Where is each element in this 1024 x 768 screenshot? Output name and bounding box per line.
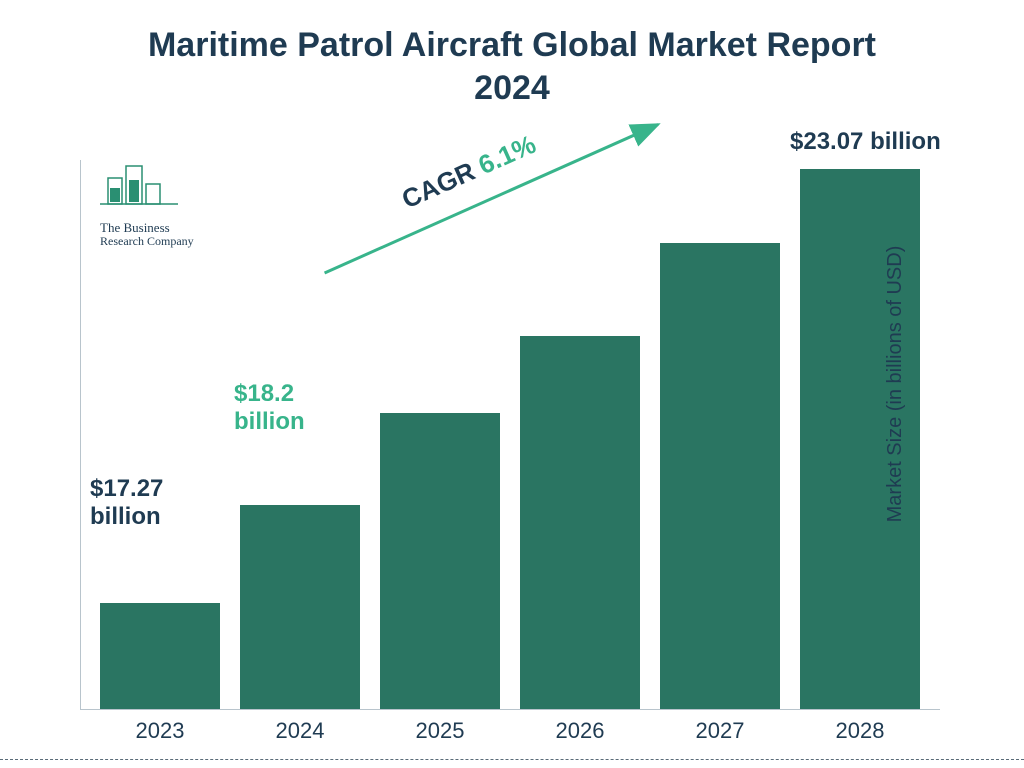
x-label-0: 2023 [100,718,220,744]
bottom-border [0,759,1024,760]
chart-title: Maritime Patrol Aircraft Global Market R… [112,24,912,109]
bar-2023 [100,603,220,709]
x-label-5: 2028 [800,718,920,744]
x-axis-line [80,709,940,710]
data-label-2028: $23.07 billion [790,128,941,156]
bars-container [80,160,940,709]
bar-chart: 2023 2024 2025 2026 2027 2028 [80,160,940,710]
x-label-4: 2027 [660,718,780,744]
x-label-2: 2025 [380,718,500,744]
x-label-3: 2026 [520,718,640,744]
bar-2027 [660,243,780,709]
data-label-2023: $17.27 billion [90,475,163,530]
x-axis-labels: 2023 2024 2025 2026 2027 2028 [80,718,940,744]
x-label-1: 2024 [240,718,360,744]
bar-2025 [380,413,500,709]
data-label-2024: $18.2 billion [234,380,305,435]
bar-2026 [520,336,640,709]
bar-2024 [240,505,360,709]
y-axis-title: Market Size (in billions of USD) [884,246,907,523]
